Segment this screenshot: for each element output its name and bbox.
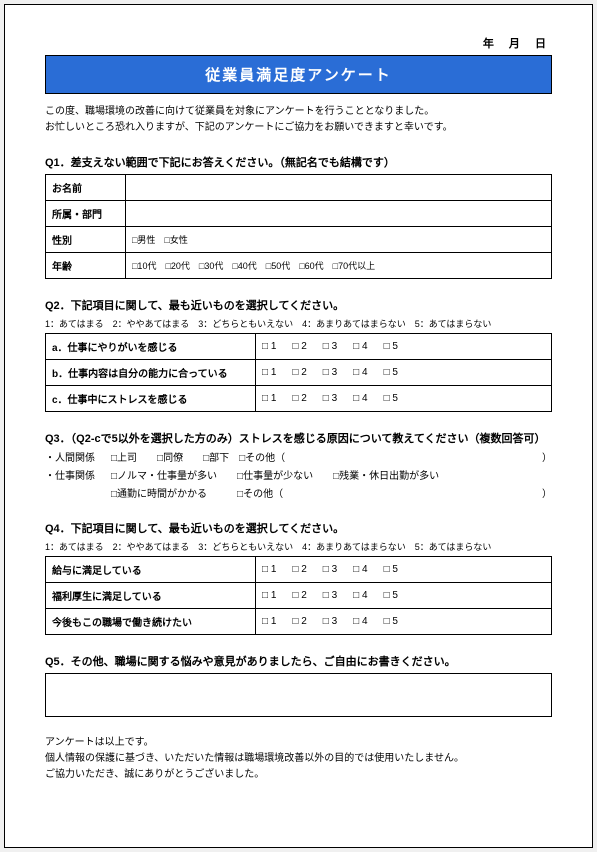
q4-row-1: 給与に満足している	[46, 557, 256, 583]
checkbox-option[interactable]: □ 2	[292, 616, 306, 627]
table-row: c．仕事中にストレスを感じる □ 1 □ 2 □ 3 □ 4 □ 5	[46, 386, 552, 412]
table-row: a．仕事にやりがいを感じる □ 1 □ 2 □ 3 □ 4 □ 5	[46, 334, 552, 360]
table-row: 福利厚生に満足している □ 1 □ 2 □ 3 □ 4 □ 5	[46, 583, 552, 609]
q1-dept-label: 所属・部門	[46, 201, 126, 227]
q2-table: a．仕事にやりがいを感じる □ 1 □ 2 □ 3 □ 4 □ 5 b．仕事内容は自分の…	[45, 333, 552, 412]
q3-row1-opts[interactable]: □上司 □同僚 □部下 □その他（	[111, 450, 285, 468]
checkbox-option[interactable]: □ 5	[384, 590, 398, 601]
checkbox-option[interactable]: □ 2	[292, 341, 306, 352]
q3-row1-lead: ・人間関係	[45, 450, 111, 468]
q2-heading: Q2．下記項目に関して、最も近いものを選択してください。	[45, 297, 552, 313]
q2-row-b-scale[interactable]: □ 1 □ 2 □ 3 □ 4 □ 5	[256, 360, 552, 386]
intro-line-2: お忙しいところ恐れ入りますが、下記のアンケートにご協力をお願いできますと幸いです…	[45, 120, 552, 136]
checkbox-option[interactable]: □ 5	[384, 367, 398, 378]
q4-row-1-scale[interactable]: □ 1 □ 2 □ 3 □ 4 □ 5	[256, 557, 552, 583]
checkbox-option[interactable]: □ 5	[384, 341, 398, 352]
checkbox-option[interactable]: □ 1	[262, 341, 276, 352]
checkbox-option[interactable]: □ 2	[292, 393, 306, 404]
checkbox-option[interactable]: □ 2	[292, 367, 306, 378]
q4-legend: 1：あてはまる 2：ややあてはまる 3：どちらともいえない 4：あまりあてはまら…	[45, 540, 552, 553]
q2-row-c-scale[interactable]: □ 1 □ 2 □ 3 □ 4 □ 5	[256, 386, 552, 412]
q5-heading: Q5．その他、職場に関する悩みや意見がありましたら、ご自由にお書きください。	[45, 653, 552, 669]
close-paren: ）	[532, 486, 552, 504]
checkbox-option[interactable]: □ 2	[292, 590, 306, 601]
q3-options: ・人間関係 □上司 □同僚 □部下 □その他（ ） ・仕事関係 □ノルマ・仕事量…	[45, 450, 552, 504]
checkbox-option[interactable]: □ 4	[353, 564, 367, 575]
checkbox-option[interactable]: □ 4	[353, 616, 367, 627]
q2-row-b: b．仕事内容は自分の能力に合っている	[46, 360, 256, 386]
table-row: b．仕事内容は自分の能力に合っている □ 1 □ 2 □ 3 □ 4 □ 5	[46, 360, 552, 386]
q1-age-label: 年齢	[46, 253, 126, 279]
checkbox-option[interactable]: □ 4	[353, 341, 367, 352]
q1-gender-options[interactable]: □男性 □女性	[126, 227, 552, 253]
table-row: 今後もこの職場で働き続けたい □ 1 □ 2 □ 3 □ 4 □ 5	[46, 609, 552, 635]
checkbox-option[interactable]: □ 1	[262, 616, 276, 627]
checkbox-option[interactable]: □ 4	[353, 393, 367, 404]
checkbox-option[interactable]: □ 3	[323, 393, 337, 404]
q4-table: 給与に満足している □ 1 □ 2 □ 3 □ 4 □ 5 福利厚生に満足している □ …	[45, 556, 552, 635]
q3-row2-opts[interactable]: □ノルマ・仕事量が多い □仕事量が少ない □残業・休日出勤が多い	[111, 468, 439, 486]
q2-row-c: c．仕事中にストレスを感じる	[46, 386, 256, 412]
closing-line-1: アンケートは以上です。	[45, 735, 552, 751]
q3-heading: Q3．（Q2-cで5以外を選択した方のみ）ストレスを感じる原因について教えてくだ…	[45, 430, 552, 446]
checkbox-option[interactable]: □ 1	[262, 564, 276, 575]
checkbox-option[interactable]: □ 3	[323, 564, 337, 575]
q4-row-3-scale[interactable]: □ 1 □ 2 □ 3 □ 4 □ 5	[256, 609, 552, 635]
q5-freeform-input[interactable]	[45, 673, 552, 717]
checkbox-option[interactable]: □ 1	[262, 393, 276, 404]
q1-table: お名前 所属・部門 性別 □男性 □女性 年齢 □10代 □20代 □30代 □…	[45, 174, 552, 279]
checkbox-option[interactable]: □ 1	[262, 590, 276, 601]
q4-row-3: 今後もこの職場で働き続けたい	[46, 609, 256, 635]
survey-page: 年 月 日 従業員満足度アンケート この度、職場環境の改善に向けて従業員を対象に…	[4, 4, 593, 848]
q3-row2-lead: ・仕事関係	[45, 468, 111, 486]
checkbox-option[interactable]: □ 3	[323, 616, 337, 627]
q4-row-2-scale[interactable]: □ 1 □ 2 □ 3 □ 4 □ 5	[256, 583, 552, 609]
q1-gender-label: 性別	[46, 227, 126, 253]
closing-line-3: ご協力いただき、誠にありがとうございました。	[45, 767, 552, 783]
q1-name-label: お名前	[46, 175, 126, 201]
intro-line-1: この度、職場環境の改善に向けて従業員を対象にアンケートを行うこととなりました。	[45, 104, 552, 120]
checkbox-option[interactable]: □ 5	[384, 616, 398, 627]
q1-name-input[interactable]	[126, 175, 552, 201]
checkbox-option[interactable]: □ 2	[292, 564, 306, 575]
q4-heading: Q4．下記項目に関して、最も近いものを選択してください。	[45, 520, 552, 536]
table-row: 給与に満足している □ 1 □ 2 □ 3 □ 4 □ 5	[46, 557, 552, 583]
checkbox-option[interactable]: □ 5	[384, 393, 398, 404]
q1-heading: Q1．差支えない範囲で下記にお答えください。（無記名でも結構です）	[45, 154, 552, 170]
checkbox-option[interactable]: □ 4	[353, 367, 367, 378]
checkbox-option[interactable]: □ 1	[262, 367, 276, 378]
q2-row-a-scale[interactable]: □ 1 □ 2 □ 3 □ 4 □ 5	[256, 334, 552, 360]
q2-row-a: a．仕事にやりがいを感じる	[46, 334, 256, 360]
checkbox-option[interactable]: □ 3	[323, 341, 337, 352]
q3-row3-opts[interactable]: □通勤に時間がかかる □その他（	[111, 486, 283, 504]
q1-age-options[interactable]: □10代 □20代 □30代 □40代 □50代 □60代 □70代以上	[126, 253, 552, 279]
q4-row-2: 福利厚生に満足している	[46, 583, 256, 609]
date-field[interactable]: 年 月 日	[45, 35, 552, 51]
checkbox-option[interactable]: □ 4	[353, 590, 367, 601]
q2-legend: 1：あてはまる 2：ややあてはまる 3：どちらともいえない 4：あまりあてはまら…	[45, 317, 552, 330]
checkbox-option[interactable]: □ 5	[384, 564, 398, 575]
page-title: 従業員満足度アンケート	[45, 55, 552, 94]
closing-text: アンケートは以上です。 個人情報の保護に基づき、いただいた情報は職場環境改善以外…	[45, 735, 552, 783]
intro-text: この度、職場環境の改善に向けて従業員を対象にアンケートを行うこととなりました。 …	[45, 104, 552, 136]
closing-line-2: 個人情報の保護に基づき、いただいた情報は職場環境改善以外の目的では使用いたしませ…	[45, 751, 552, 767]
checkbox-option[interactable]: □ 3	[323, 367, 337, 378]
close-paren: ）	[532, 450, 552, 468]
q1-dept-input[interactable]	[126, 201, 552, 227]
checkbox-option[interactable]: □ 3	[323, 590, 337, 601]
